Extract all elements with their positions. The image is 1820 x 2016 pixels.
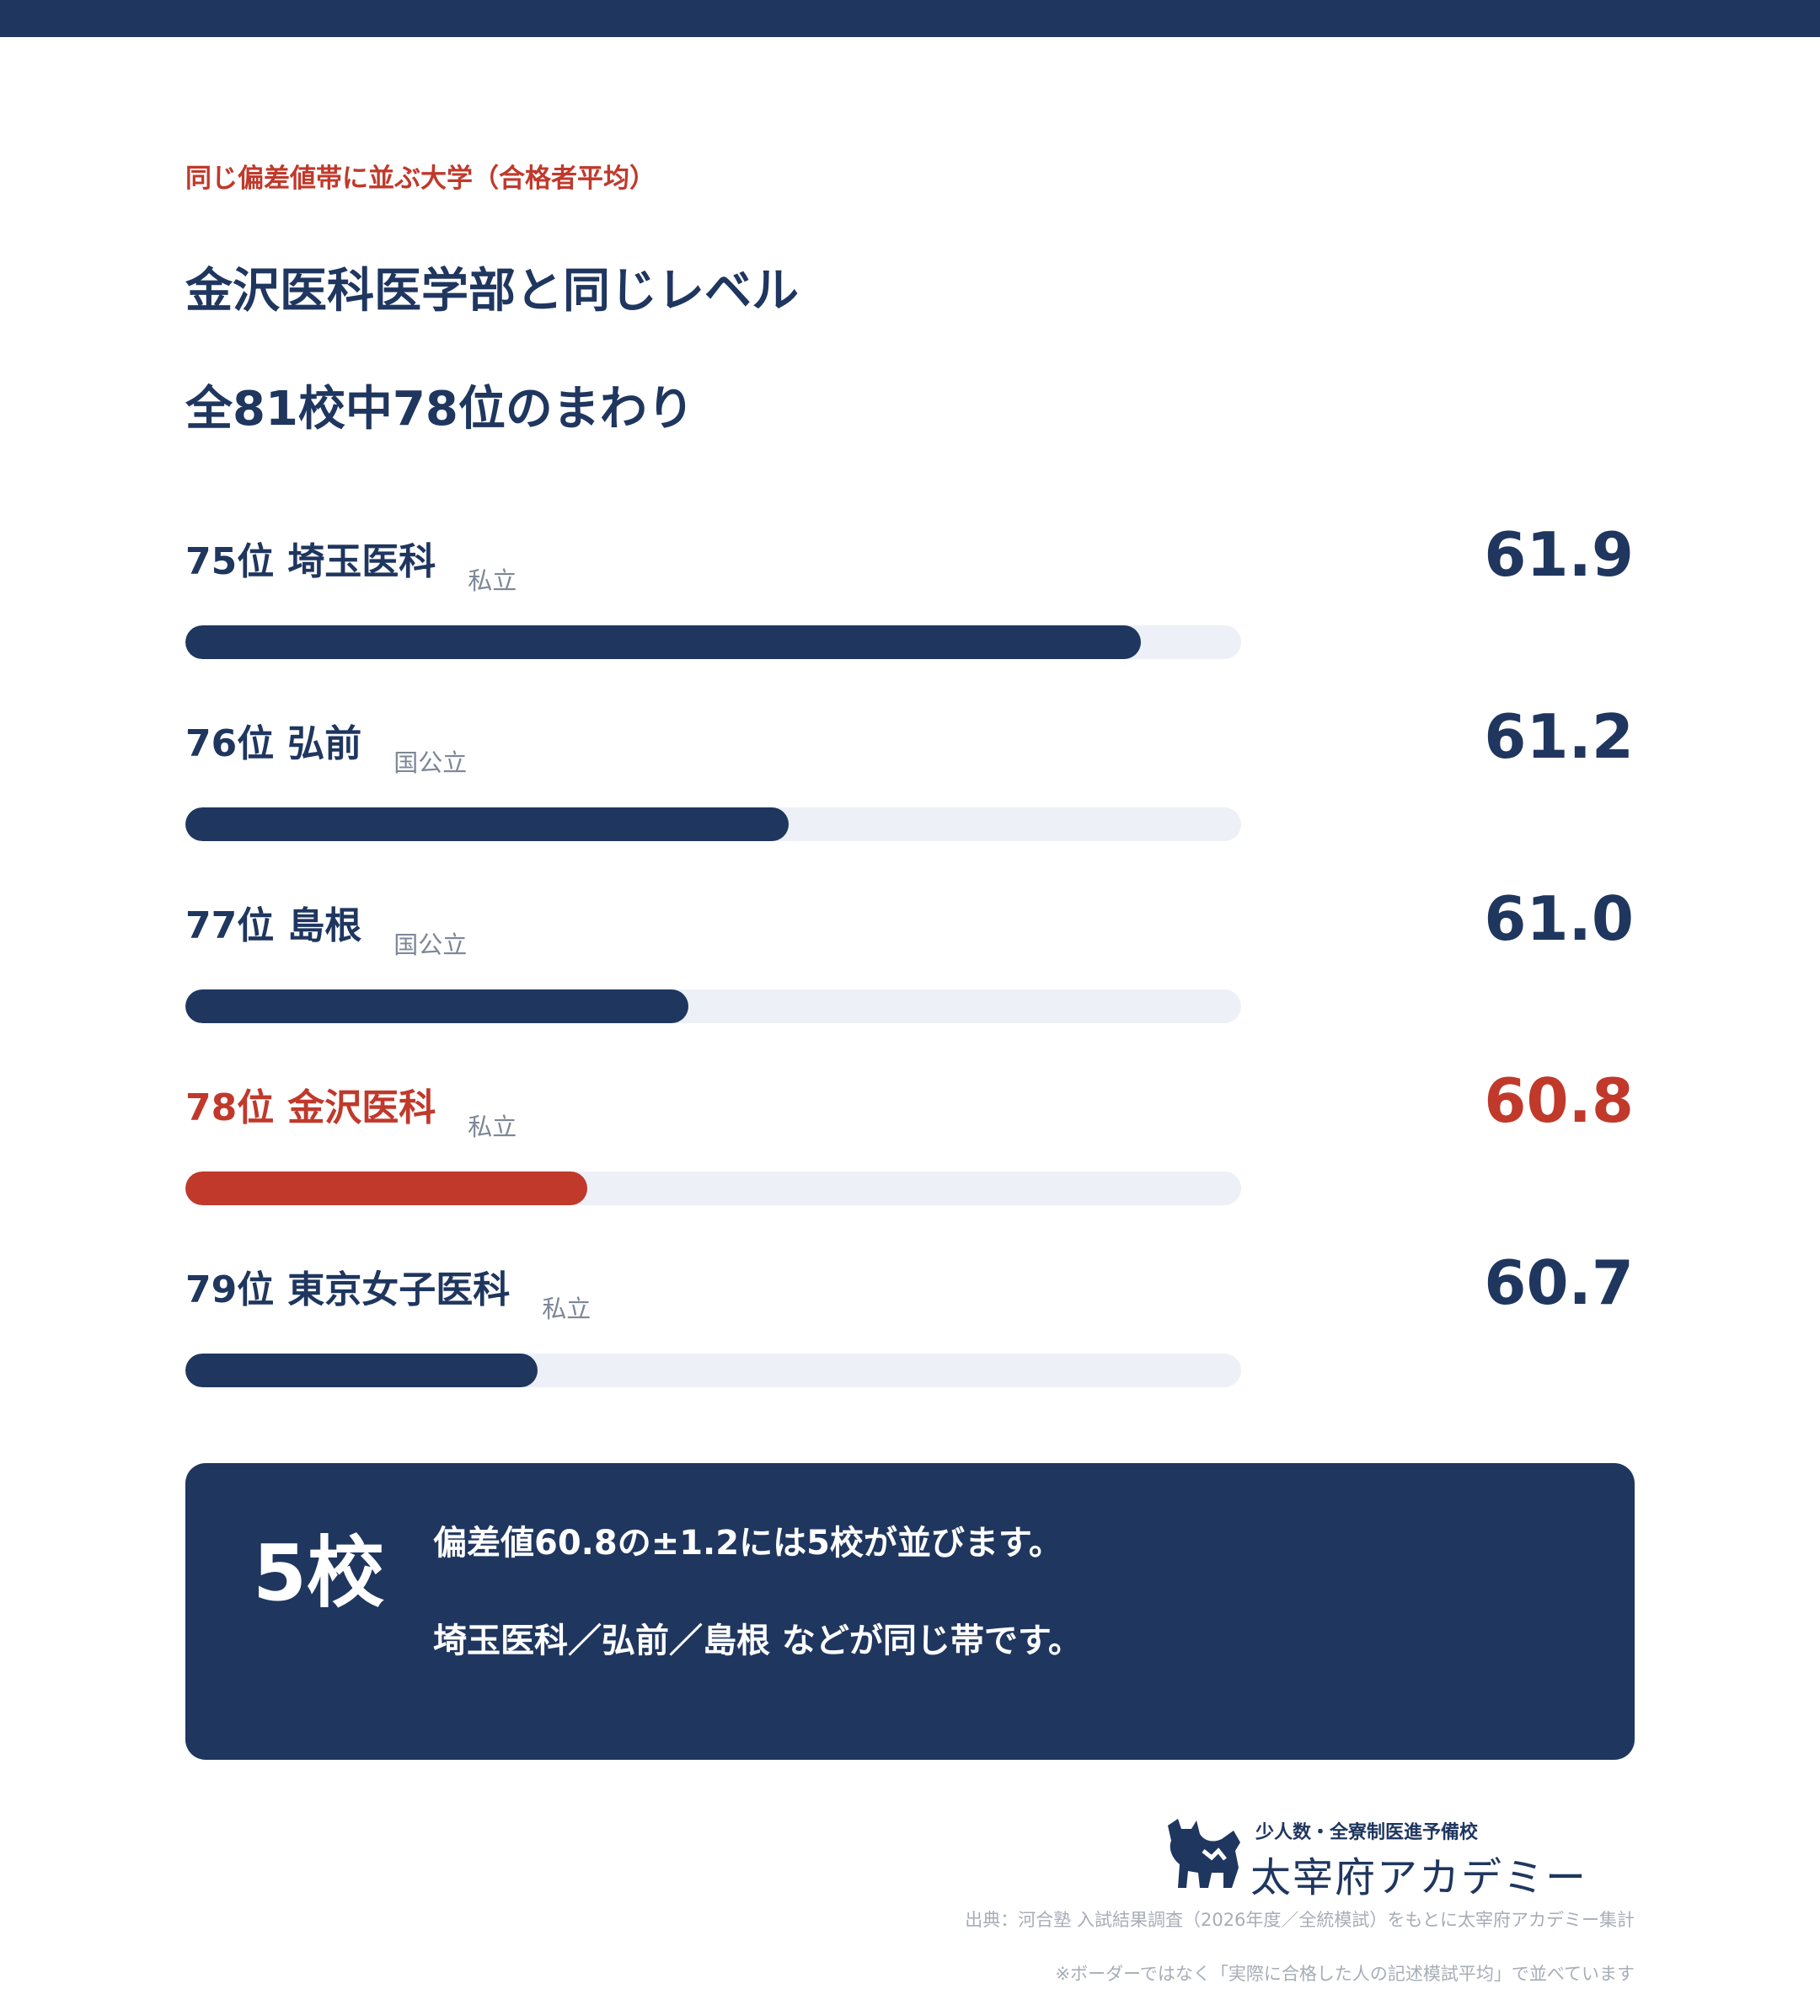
summary-line-2: 埼玉医科／弘前／島根 などが同じ帯です。 — [433, 1622, 1082, 1660]
bar-track — [185, 807, 1241, 841]
row-rank: 78位 — [185, 1086, 275, 1129]
bar-track — [185, 625, 1241, 659]
logo-tagline: 少人数・全寮制医進予備校 — [1255, 1821, 1479, 1843]
summary-card: 5校 偏差値60.8の±1.2には5校が並びます。 埼玉医科／弘前／島根 などが… — [185, 1463, 1635, 1760]
chart-row: 79位 東京女子医科私立 60.7 — [0, 1247, 1820, 1433]
page-subtitle: 全81校中78位のまわり — [185, 382, 694, 437]
bar-track — [185, 989, 1241, 1023]
cat-mascot-icon — [1168, 1819, 1240, 1888]
row-rank: 79位 — [185, 1268, 275, 1311]
row-school-type: 私立 — [468, 1113, 517, 1141]
page-title: 金沢医科医学部と同じレベル — [185, 264, 799, 319]
bar-track — [185, 1354, 1241, 1387]
row-rank: 77位 — [185, 904, 275, 947]
row-rank: 76位 — [185, 722, 275, 765]
bar-fill — [185, 989, 688, 1023]
row-university-name: 弘前 — [287, 722, 362, 765]
chart-row: 76位 弘前国公立 61.2 — [0, 701, 1820, 887]
row-label: 77位 島根国公立 — [185, 895, 467, 959]
bar-fill — [185, 807, 789, 841]
row-rank: 75位 — [185, 540, 275, 583]
method-note: ※ボーダーではなく「実際に合格した人の記述模試平均」で並べています — [1055, 1964, 1635, 1984]
row-value-label: 61.2 — [1484, 701, 1634, 772]
source-note: 出典：河合塾 入試結果調査（2026年度／全統模試）をもとに太宰府アカデミー集計 — [965, 1910, 1635, 1930]
row-university-name: 金沢医科 — [287, 1086, 436, 1129]
row-university-name: 島根 — [287, 904, 362, 947]
row-label: 75位 埼玉医科私立 — [185, 531, 517, 595]
row-school-type: 私立 — [468, 566, 517, 595]
logo-brand-name: 太宰府アカデミー — [1250, 1854, 1588, 1901]
brand-logo: 少人数・全寮制医進予備校 太宰府アカデミー — [1163, 1812, 1635, 1901]
chart-row: 78位 金沢医科私立 60.8 — [0, 1065, 1820, 1251]
summary-count: 5校 — [253, 1528, 385, 1618]
bar-fill — [185, 1354, 538, 1387]
row-value-label: 60.7 — [1484, 1247, 1634, 1318]
row-university-name: 埼玉医科 — [287, 540, 436, 583]
row-value-label: 61.9 — [1484, 519, 1634, 590]
row-value-label: 61.0 — [1484, 883, 1634, 954]
bar-track — [185, 1172, 1241, 1205]
row-label: 76位 弘前国公立 — [185, 713, 467, 777]
bar-fill — [185, 625, 1141, 659]
row-label: 79位 東京女子医科私立 — [185, 1259, 591, 1323]
bar-fill — [185, 1172, 588, 1205]
row-school-type: 私立 — [542, 1295, 592, 1323]
row-university-name: 東京女子医科 — [287, 1268, 511, 1311]
chart-row: 75位 埼玉医科私立 61.9 — [0, 519, 1820, 705]
row-label: 78位 金沢医科私立 — [185, 1077, 517, 1141]
row-value-label: 60.8 — [1484, 1065, 1634, 1136]
chart-row: 77位 島根国公立 61.0 — [0, 883, 1820, 1069]
section-eyebrow: 同じ偏差値帯に並ぶ大学（合格者平均） — [185, 164, 656, 194]
summary-line-1: 偏差値60.8の±1.2には5校が並びます。 — [433, 1524, 1063, 1563]
top-accent-bar — [0, 0, 1820, 37]
row-school-type: 国公立 — [393, 748, 468, 777]
row-school-type: 国公立 — [393, 930, 468, 959]
